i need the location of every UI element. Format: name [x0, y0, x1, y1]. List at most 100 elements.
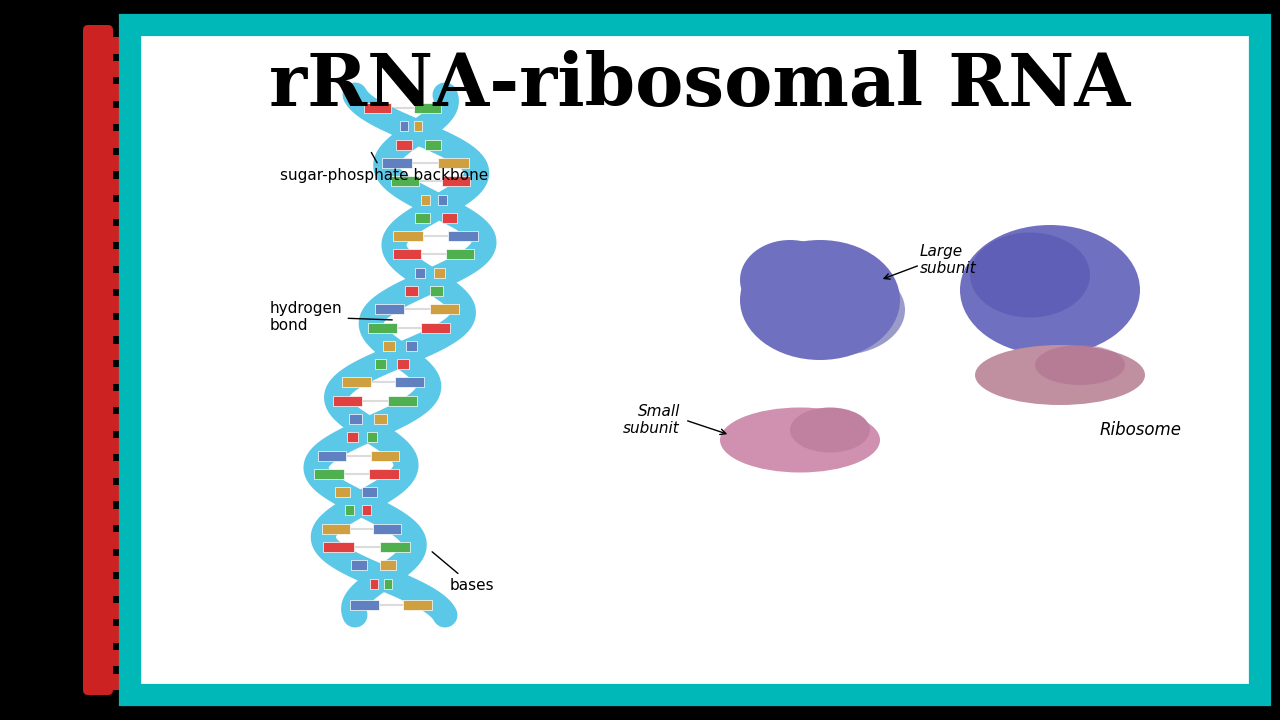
Bar — [384, 579, 392, 589]
Bar — [86, 225, 141, 242]
Bar — [91, 508, 136, 525]
Bar — [443, 176, 470, 186]
Ellipse shape — [975, 345, 1146, 405]
Bar — [86, 438, 141, 454]
Bar — [438, 158, 468, 168]
Bar — [399, 122, 407, 131]
Bar — [333, 396, 362, 406]
Bar — [370, 579, 378, 589]
Bar — [91, 155, 136, 171]
Bar — [442, 213, 457, 222]
Bar — [375, 359, 387, 369]
Bar — [86, 556, 141, 572]
Bar — [86, 179, 141, 195]
Text: sugar-phosphate backbone: sugar-phosphate backbone — [280, 153, 488, 183]
Bar — [86, 84, 141, 101]
Bar — [403, 600, 431, 610]
Text: Ribosome: Ribosome — [1100, 421, 1181, 439]
Bar — [369, 469, 399, 479]
Bar — [362, 505, 371, 516]
Bar — [86, 343, 141, 360]
Bar — [421, 323, 451, 333]
Ellipse shape — [970, 233, 1091, 318]
Bar — [91, 650, 136, 667]
Bar — [434, 268, 444, 278]
Bar — [91, 556, 136, 572]
Bar — [91, 414, 136, 431]
Bar — [91, 273, 136, 289]
Ellipse shape — [1036, 345, 1125, 385]
Bar — [335, 487, 349, 498]
Bar — [91, 626, 136, 643]
Bar — [351, 560, 366, 570]
FancyBboxPatch shape — [131, 25, 1260, 695]
Bar — [86, 249, 141, 266]
Bar — [91, 249, 136, 266]
Bar — [367, 432, 378, 442]
Bar — [392, 176, 419, 186]
Ellipse shape — [740, 240, 900, 360]
Bar — [91, 343, 136, 360]
Bar — [86, 650, 141, 667]
Ellipse shape — [774, 265, 905, 355]
Bar — [381, 158, 412, 168]
Bar — [393, 249, 421, 259]
Text: hydrogen
bond: hydrogen bond — [270, 301, 392, 333]
Bar — [430, 305, 460, 314]
Bar — [344, 505, 355, 516]
Bar — [91, 84, 136, 101]
Bar — [91, 462, 136, 478]
Ellipse shape — [719, 408, 881, 472]
Bar — [374, 523, 401, 534]
Bar — [86, 273, 141, 289]
Bar — [347, 432, 358, 442]
Bar — [86, 508, 141, 525]
Bar — [324, 542, 353, 552]
Bar — [91, 320, 136, 336]
Bar — [91, 579, 136, 595]
Bar — [380, 560, 396, 570]
Bar — [396, 377, 424, 387]
Bar — [86, 626, 141, 643]
Bar — [86, 367, 141, 384]
Bar — [91, 179, 136, 195]
Bar — [86, 60, 141, 77]
Bar — [425, 140, 442, 150]
Bar — [86, 603, 141, 619]
Bar — [415, 213, 430, 222]
Bar — [362, 487, 378, 498]
Bar — [396, 140, 412, 150]
Bar — [364, 103, 390, 113]
Bar — [91, 532, 136, 549]
Bar — [91, 131, 136, 148]
Bar — [91, 297, 136, 313]
Bar — [404, 286, 419, 296]
Bar — [86, 155, 141, 171]
Bar — [413, 122, 421, 131]
Bar — [91, 673, 136, 690]
Bar — [367, 323, 397, 333]
Bar — [86, 532, 141, 549]
Bar — [438, 194, 447, 204]
Text: rRNA-ribosomal RNA: rRNA-ribosomal RNA — [269, 50, 1130, 120]
Bar — [445, 249, 474, 259]
Bar — [86, 297, 141, 313]
Bar — [415, 268, 425, 278]
Bar — [342, 377, 371, 387]
Bar — [393, 231, 422, 241]
Bar — [413, 103, 440, 113]
Bar — [86, 673, 141, 690]
Bar — [314, 469, 343, 479]
Bar — [397, 359, 408, 369]
Bar — [86, 108, 141, 125]
Text: bases: bases — [433, 552, 494, 593]
Bar — [91, 603, 136, 619]
Bar — [86, 37, 141, 53]
Bar — [323, 523, 349, 534]
Bar — [91, 438, 136, 454]
Bar — [448, 231, 479, 241]
Ellipse shape — [790, 408, 870, 452]
Bar — [421, 194, 430, 204]
Bar — [91, 485, 136, 501]
Bar — [374, 414, 387, 424]
